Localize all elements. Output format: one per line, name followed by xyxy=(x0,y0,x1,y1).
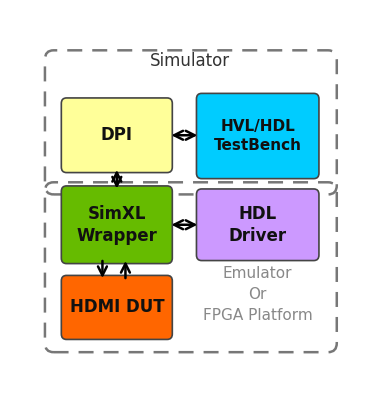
Text: HVL/HDL
TestBench: HVL/HDL TestBench xyxy=(214,119,302,153)
FancyBboxPatch shape xyxy=(197,189,319,260)
Text: SimXL
Wrapper: SimXL Wrapper xyxy=(76,204,157,245)
Text: HDL
Driver: HDL Driver xyxy=(229,204,287,245)
Text: DPI: DPI xyxy=(101,126,133,144)
FancyBboxPatch shape xyxy=(61,98,172,173)
FancyBboxPatch shape xyxy=(61,186,172,264)
FancyBboxPatch shape xyxy=(61,275,172,340)
Text: Emulator
Or
FPGA Platform: Emulator Or FPGA Platform xyxy=(203,266,313,323)
Text: HDMI DUT: HDMI DUT xyxy=(69,298,164,316)
FancyBboxPatch shape xyxy=(197,93,319,178)
Text: Simulator: Simulator xyxy=(150,52,230,70)
